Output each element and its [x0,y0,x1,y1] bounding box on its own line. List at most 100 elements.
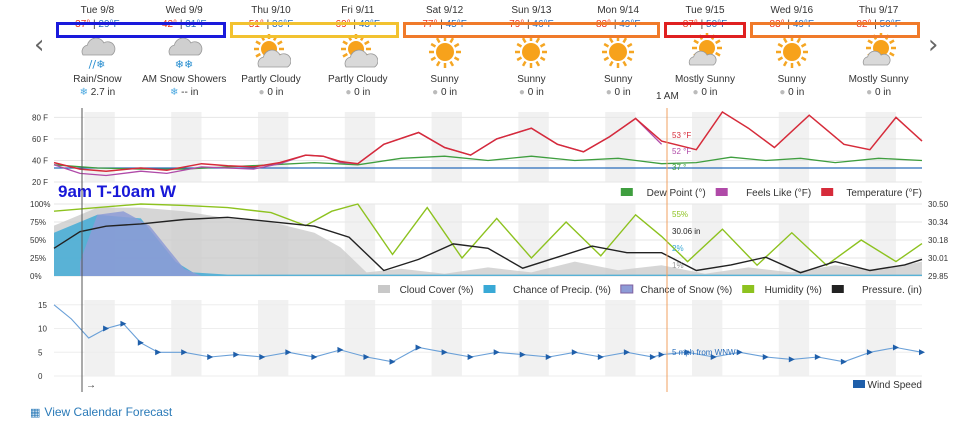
wind-direction-marker [285,349,292,356]
night-band [691,300,723,376]
wind-ytick: 0 [38,372,43,381]
legend-temperature-swatch [821,188,834,196]
forecast-charts: 80 F 60 F 40 F 20 F 53 °F 52 °F 37 ° Temperatur… [30,91,949,392]
day-precip: ❄ -- in [141,86,228,99]
night-band [691,112,723,182]
feels-point-label: 52 °F [672,147,691,156]
day-icon-wrap: ❄❄ [141,33,228,73]
day-icon-wrap: //❄ [54,33,141,73]
day-precip: ● 0 in [575,86,662,99]
day-condition: Mostly Sunny [848,74,909,85]
day-date: Sun 9/13 [511,5,552,16]
wind-ytick: 10 [38,325,47,334]
svg-text:❄❄: ❄❄ [175,58,193,71]
legend-dew-point-label: Dew Point (°) [647,188,706,199]
wind-direction-marker [684,349,691,356]
view-calendar-link[interactable]: ▦ View Calendar Forecast [30,405,172,419]
highlight-box [56,22,226,38]
day-condition: Rain/Snow [73,74,122,85]
day-date: Thu 9/10 [251,5,291,16]
night-band [257,112,289,182]
day-precip-value: 0 in [267,87,284,98]
next-arrow[interactable]: › [928,30,939,60]
snow-showers-icon: ❄❄ [168,37,203,71]
night-band [257,300,289,376]
day-precip: ● 0 in [662,86,749,99]
day-condition: Partly Cloudy [241,74,301,85]
legend-pressure-swatch [831,285,844,293]
pressure-ytick: 30.18 [928,236,949,245]
day-condition: Mostly Sunny [674,74,735,85]
night-band [865,300,896,376]
night-band [344,300,376,376]
wind-direction-marker [814,354,821,360]
day-precip-value: 0 in [440,87,458,98]
day-precip-value: 0 in [788,87,805,98]
wind-direction-marker [441,349,448,356]
day-precip-value: 0 in [354,87,371,98]
day-condition: Partly Cloudy [328,74,388,85]
mostly-sunny-icon [862,33,896,66]
wind-direction-marker [493,349,500,356]
day-date: Fri 9/11 [341,5,375,16]
day-condition: AM Snow Showers [141,74,227,85]
sunny-icon [602,36,635,68]
snowflake-icon: ❄ [79,87,91,98]
legend-wind-speed-label: Wind Speed [868,380,922,391]
humidity-line [53,203,923,267]
temp-ytick: 80 F [32,113,48,122]
rain-snow-icon: //❄ [82,37,116,71]
legend-cloud-cover-swatch [378,285,390,293]
night-band [431,300,462,376]
wind-direction-marker [103,325,110,332]
wind-direction-marker [311,354,318,360]
day-precip-value: 0 in [527,87,544,98]
day-date: Mon 9/14 [597,5,640,16]
wind-direction-marker [137,339,144,346]
day-icon-wrap [488,33,575,73]
wind-direction-marker [259,354,266,360]
day-condition: Sunny [430,74,459,85]
temp-point-label: 53 °F [672,131,691,140]
calendar-link-label: View Calendar Forecast [44,405,173,419]
day-condition: Sunny [604,74,633,85]
temp-ytick: 20 F [32,178,48,187]
calendar-icon: ▦ [30,406,41,419]
drop-icon: ● [258,87,268,98]
legend-wind-speed-swatch [853,380,865,388]
legend-precip-chance-label: Chance of Precip. (%) [513,285,611,296]
wind-direction-marker [337,346,344,353]
day-date: Sat 9/12 [425,5,464,16]
wind-direction-marker [233,351,240,358]
day-card[interactable]: Thu 9/10 51° | 36°F Partly Cloudy ● 0 in [228,4,315,99]
drop-icon: ● [345,87,355,98]
temperature-line [53,110,923,172]
drop-icon: ● [866,87,875,98]
pressure-ytick: 29.85 [928,272,949,281]
day-date: Wed 9/16 [770,5,814,16]
day-precip-value: -- in [181,87,199,98]
sunny-icon [515,36,548,68]
drop-icon: ● [518,87,528,98]
drop-icon: ● [692,87,702,98]
precip-point-label: 2% [672,244,684,253]
wind-direction-marker [545,354,552,360]
day-icon-wrap [575,33,662,73]
night-band [171,300,202,376]
prev-arrow[interactable]: ‹ [34,30,45,60]
wind-direction-marker [155,349,162,356]
drop-icon: ● [432,87,441,98]
wind-direction-marker [788,356,795,363]
legend-temperature-label: Temperature (°F) [846,188,922,199]
day-precip: ● 0 in [314,86,401,99]
day-date: Thu 9/17 [858,5,899,16]
day-precip-value: 0 in [874,87,892,98]
drop-icon: ● [779,87,789,98]
highlight-box [403,22,660,38]
legend-cloud-cover-label: Cloud Cover (%) [400,285,474,296]
wind-direction-marker [892,344,899,351]
partly-cloudy-icon [253,34,291,68]
wind-direction-marker [649,354,656,360]
pct-ytick: 75% [30,218,46,227]
night-band [518,112,549,182]
